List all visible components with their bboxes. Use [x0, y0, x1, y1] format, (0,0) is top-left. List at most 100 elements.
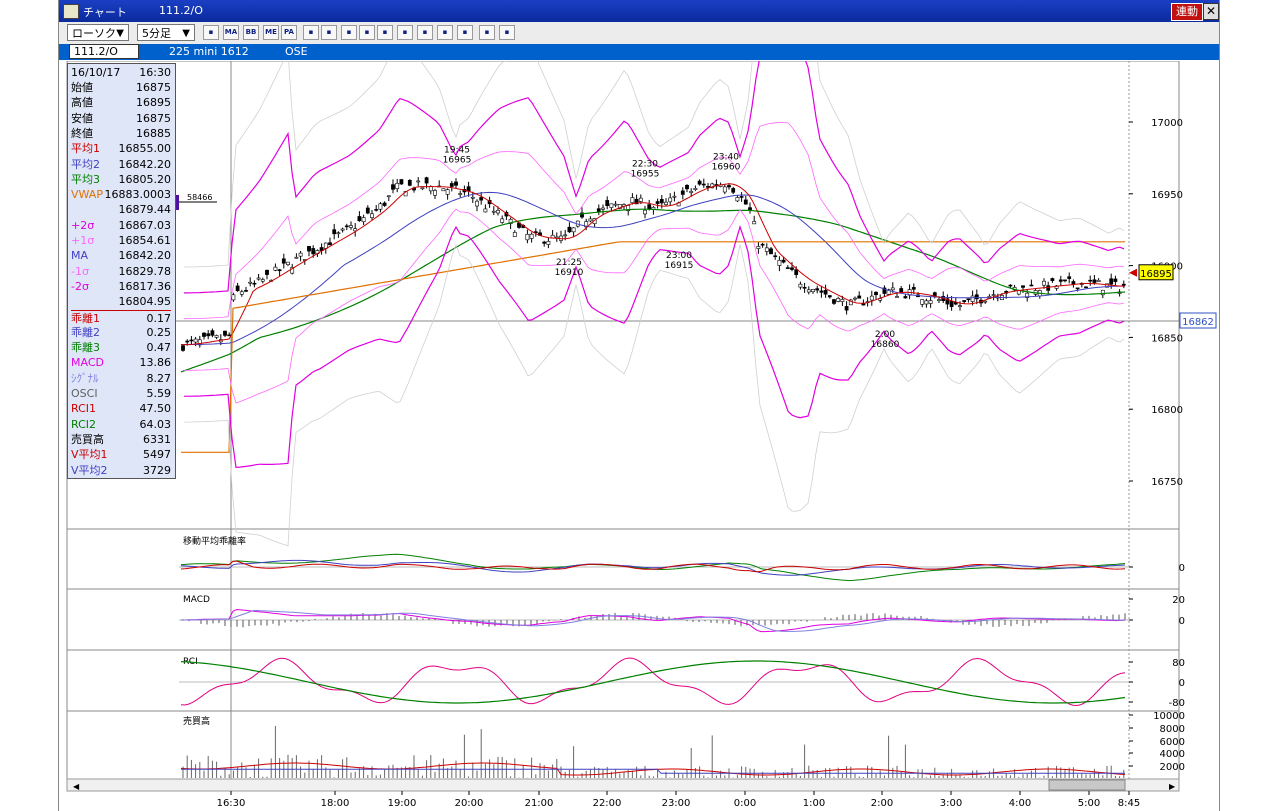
chart-area[interactable]: ◀▶17000169501690016850168001675016:3018:…	[59, 61, 1219, 811]
time-tick-label: 8:45	[1118, 798, 1140, 809]
candle	[546, 241, 551, 245]
indicator-pa-button[interactable]: PA	[281, 25, 297, 40]
window-title: チャート	[83, 6, 127, 19]
data-row: 平均3 16805.20	[71, 172, 171, 187]
data-value: 16879.44	[118, 203, 172, 217]
candle	[857, 295, 862, 299]
pencil-icon[interactable]: ▪	[417, 25, 433, 40]
sub-tick-label: 4000	[1160, 749, 1185, 760]
code-input[interactable]: 111.2/O	[69, 44, 139, 59]
candle	[424, 177, 429, 184]
print-icon[interactable]: ▪	[377, 25, 393, 40]
candle	[260, 279, 265, 282]
text-icon[interactable]: ▪	[499, 25, 515, 40]
candle	[210, 330, 215, 336]
settings-icon[interactable]: ▪	[479, 25, 495, 40]
data-value: 0.17	[146, 311, 172, 325]
data-label: V平均2	[71, 463, 108, 477]
link-button[interactable]: 連動	[1171, 3, 1203, 21]
data-label: VWAP	[71, 188, 103, 202]
chart-window: チャート 111.2/O 連動 ✕ ローソク ▼ 5分足 ▼ ▪ MA BB ME PA…	[58, 0, 1220, 811]
data-value: 16842.20	[118, 157, 172, 171]
volume-avg2-line	[181, 768, 1125, 774]
candle	[584, 221, 589, 228]
candle	[181, 345, 185, 351]
trend-icon[interactable]: ▪	[321, 25, 337, 40]
candle	[479, 197, 484, 201]
annotation-price: 16910	[555, 268, 584, 278]
candle	[672, 195, 677, 198]
close-icon[interactable]: ✕	[1203, 3, 1219, 20]
candle	[1063, 279, 1067, 282]
candle	[344, 225, 349, 228]
data-label: V平均1	[71, 448, 108, 462]
candle	[370, 213, 374, 218]
candle	[756, 246, 761, 249]
chart-canvas[interactable]: ◀▶17000169501690016850168001675016:3018:…	[59, 61, 1219, 811]
candle	[445, 189, 450, 195]
candle	[420, 187, 425, 190]
candle	[202, 332, 206, 337]
data-time: 16:30	[139, 66, 171, 79]
data-value: 16875	[136, 81, 171, 94]
candle	[794, 269, 799, 275]
data-label: 高値	[71, 96, 93, 110]
candle	[819, 290, 824, 293]
candle	[265, 269, 269, 275]
candle	[638, 197, 643, 202]
interval-dropdown[interactable]: 5分足 ▼	[137, 24, 195, 41]
eraser-icon[interactable]: ▪	[457, 25, 473, 40]
candle	[697, 180, 702, 185]
candle	[1092, 279, 1097, 283]
indicator-me-button[interactable]: ME	[263, 25, 279, 40]
layout-icon[interactable]: ▪	[397, 25, 413, 40]
data-row-datetime: 16/10/17 16:30	[71, 65, 171, 80]
indicator-ma-button[interactable]: MA	[223, 25, 239, 40]
data-value: 16829.78	[118, 264, 172, 278]
candle	[454, 181, 458, 186]
time-tick-label: 3:00	[940, 798, 962, 809]
sub-tick-label: 0	[1179, 563, 1185, 574]
candle	[920, 299, 925, 305]
candle	[378, 203, 383, 210]
bollinger-lower2	[183, 224, 1125, 469]
zoom-icon[interactable]: ▪	[359, 25, 375, 40]
candle	[962, 300, 967, 303]
title-bar: チャート 111.2/O 連動 ✕	[59, 0, 1219, 22]
candle	[626, 205, 631, 212]
candle	[206, 333, 211, 337]
data-value: 6331	[143, 432, 171, 446]
candle	[332, 229, 337, 235]
cursor-icon[interactable]: ▪	[437, 25, 453, 40]
indicator-bb-button[interactable]: BB	[243, 25, 259, 40]
candle	[1025, 292, 1030, 298]
candle	[895, 296, 899, 298]
candle	[533, 231, 538, 233]
annotation-time: 19:45	[444, 145, 470, 155]
scrollbar-thumb[interactable]	[1048, 779, 1126, 791]
scroll-right-icon: ▶	[1169, 782, 1176, 791]
candle	[890, 287, 895, 291]
data-label: 始値	[71, 81, 93, 94]
crosshair-price-badge	[1179, 312, 1217, 329]
price-tick-label: 17000	[1151, 118, 1183, 129]
bollinger-upper2	[184, 61, 1125, 294]
data-value: 64.03	[139, 417, 172, 431]
time-tick-label: 22:00	[593, 798, 622, 809]
scrollbar[interactable]	[66, 778, 1180, 792]
fib-icon[interactable]: ▪	[341, 25, 357, 40]
candle	[231, 294, 236, 301]
candle	[273, 266, 278, 271]
chart-type-dropdown[interactable]: ローソク ▼	[67, 24, 129, 41]
grid-icon[interactable]: ▪	[203, 25, 219, 40]
candle	[1096, 279, 1101, 283]
bollinger-lower1	[184, 208, 1125, 404]
candle	[475, 200, 479, 207]
data-label: MACD	[71, 356, 104, 370]
line-icon[interactable]: ▪	[303, 25, 319, 40]
sub-tick-label: 0	[1179, 678, 1185, 689]
candle	[832, 299, 836, 304]
candle	[685, 184, 689, 190]
data-value: 16854.61	[118, 234, 172, 247]
data-label: +1σ	[71, 234, 95, 247]
